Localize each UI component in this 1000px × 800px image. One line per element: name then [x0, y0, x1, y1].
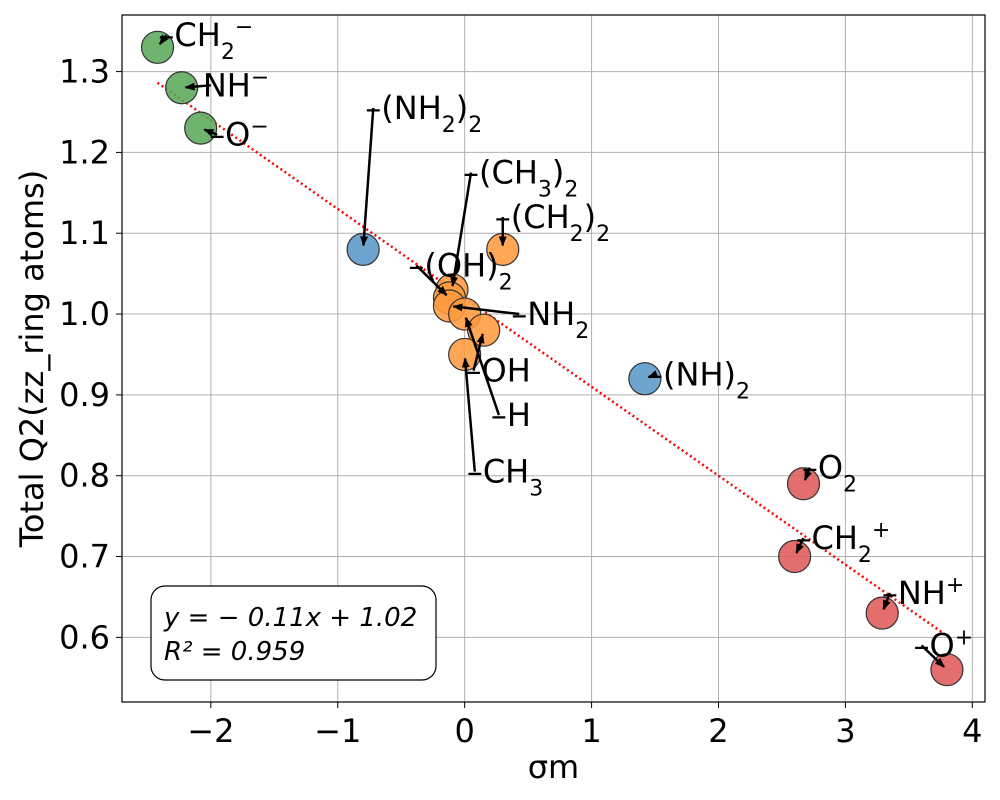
fit-equation: y = − 0.11x + 1.02 — [163, 603, 417, 633]
annotation-label: –CH2− — [158, 15, 253, 65]
x-tick-label: −1 — [314, 712, 361, 750]
fit-r-squared: R² = 0.959 — [164, 637, 305, 667]
annotation-arrow — [464, 316, 501, 416]
annotation-label: –CH2+ — [796, 517, 891, 567]
annotation-label: –(OH)2 — [408, 247, 512, 296]
annotation-label: –(NH)2 — [647, 356, 750, 405]
y-tick-label: 1.0 — [59, 295, 110, 333]
annotation-label: –NH+ — [882, 572, 964, 612]
y-tick-label: 1.1 — [59, 214, 110, 252]
annotation-label: –H — [491, 396, 531, 434]
annotation-arrow — [647, 370, 659, 379]
plot-frame — [121, 14, 986, 703]
fit-line — [156, 81, 948, 637]
x-tick-label: 2 — [708, 712, 728, 750]
annotation-arrow — [795, 537, 805, 554]
grid — [122, 15, 985, 702]
y-tick-label: 1.2 — [59, 133, 110, 171]
annotation-label: –NH2 — [511, 295, 589, 344]
y-axis-title: Total Q2(zz_ring atoms) — [13, 170, 51, 548]
annotation-arrow — [472, 333, 485, 371]
annotation-arrow — [882, 592, 891, 611]
y-tick-label: 0.7 — [59, 538, 110, 576]
annotation-arrow — [415, 264, 448, 296]
annotation-label: –CH3 — [467, 453, 543, 502]
tick-layer: −2 −1 0 1 2 3 4 0.6 0.7 0.8 0.9 1.0 1.1 1.2 1.3 — [59, 53, 982, 750]
fit-line-layer — [156, 81, 948, 637]
y-tick-label: 0.8 — [59, 457, 110, 495]
annotation-arrow — [920, 644, 945, 668]
x-tick-label: 4 — [962, 712, 982, 750]
annotation-arrow — [203, 128, 218, 137]
annotation-label: –(CH2)2 — [495, 198, 610, 247]
annotation-label: –(CH3)2 — [463, 154, 578, 203]
annotation-label: –O2 — [802, 449, 857, 498]
annotation-label: –(NH2)2 — [365, 89, 482, 137]
annotation-label: –O+ — [914, 625, 974, 665]
x-tick-label: 3 — [835, 712, 855, 750]
annotation-arrow — [184, 82, 211, 91]
y-tick-label: 0.9 — [59, 376, 110, 414]
annotation-arrow — [450, 172, 473, 287]
data-point — [448, 337, 482, 372]
y-tick-label: 0.6 — [59, 618, 110, 656]
x-axis-title: σm — [528, 748, 579, 786]
data-point — [165, 71, 199, 105]
annotation-arrow — [452, 303, 520, 316]
x-tick-label: 0 — [454, 712, 474, 750]
annotation-arrow — [158, 34, 169, 45]
annotation-arrow — [461, 357, 477, 472]
x-tick-label: −2 — [187, 712, 234, 750]
annotation-arrow — [360, 107, 375, 247]
annotations-layer: –CH2−NH−–O− –(NH2)2–(CH2)2–(CH3)2–(OH)2–N… — [158, 15, 974, 668]
annotation-label: –OH — [466, 352, 531, 390]
x-tick-label: 1 — [581, 712, 601, 750]
data-point — [467, 313, 501, 347]
equation-box-frame — [150, 585, 437, 681]
annotation-label: –O− — [209, 114, 269, 154]
y-tick-label: 1.3 — [59, 53, 110, 91]
equation-box: y = − 0.11x + 1.02 R² = 0.959 — [150, 585, 437, 681]
annotation-label: NH− — [203, 65, 269, 105]
annotation-arrow — [803, 467, 812, 481]
